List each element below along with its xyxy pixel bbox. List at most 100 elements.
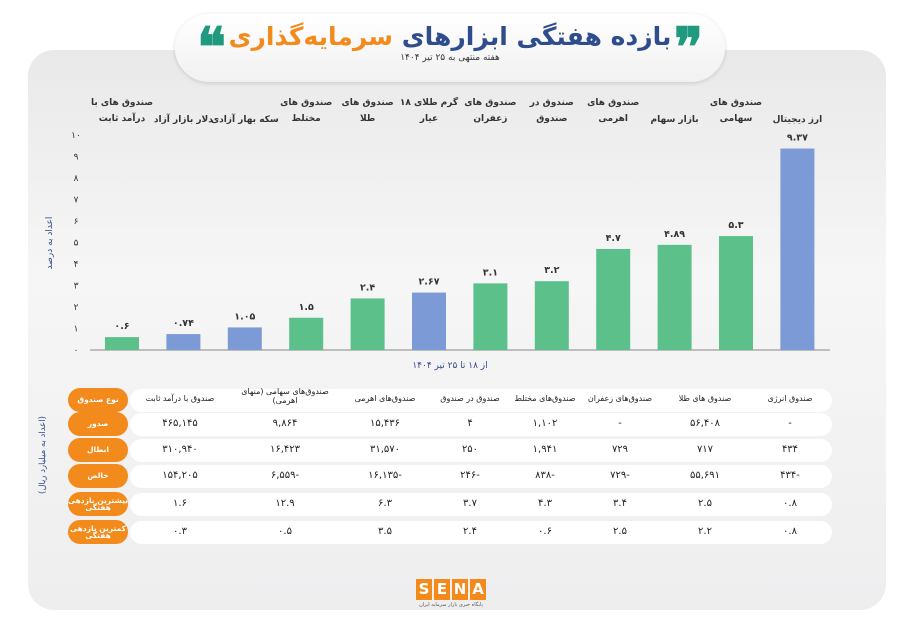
y-tick-label: ۱ (74, 325, 79, 335)
bar (350, 298, 385, 350)
table-cell: ۰.۳ (173, 526, 187, 537)
y-tick-label: ۹ (74, 153, 79, 163)
y-tick-label: ۳ (74, 282, 79, 292)
row-label-pill: صدور (68, 412, 128, 436)
row-label-pill: ابطال (68, 438, 128, 462)
column-header: صندوق انرژی (767, 394, 813, 403)
column-header: صندوق‌های اهرمی (354, 394, 416, 403)
table-cell: ۰.۶ (538, 526, 552, 537)
bar-value-label: ۰.۷۴ (173, 318, 194, 329)
logo-letter: A (470, 579, 486, 600)
bar (657, 244, 692, 350)
logo-letter: N (452, 579, 468, 600)
y-tick-label: ۵ (74, 239, 79, 249)
bar-value-label: ۵.۳ (728, 220, 743, 231)
column-header: صندوق‌های سهامی (منهای اهرمی) (241, 387, 329, 405)
y-tick-label: ۸ (74, 174, 79, 184)
category-label: دلار بازار آزاد (154, 113, 213, 125)
bar (412, 292, 446, 350)
table-cell: ۱.۶ (173, 498, 187, 509)
x-axis-label: از ۱۸ تا ۲۵ تیر ۱۴۰۴ (412, 361, 487, 371)
title-part1: بازده هفتگی ابزارهای (401, 22, 672, 51)
category-label: عیار (419, 114, 438, 124)
table-row-bg (130, 465, 832, 488)
subtitle: هفته منتهی به ۲۵ تیر ۱۴۰۴ (400, 53, 500, 63)
bar-value-label: ۱.۵ (299, 302, 314, 313)
y-tick-label: ۲ (74, 303, 79, 313)
category-label: مختلط (292, 114, 321, 124)
bar-value-label: ۱.۰۵ (234, 311, 255, 322)
bar-value-label: ۹.۳۷ (787, 133, 808, 144)
column-header: صندوق های طلا (678, 394, 732, 403)
table-cell: -۶,۵۵۹ (270, 470, 300, 481)
bar-value-label: ۴.۸۹ (664, 229, 685, 240)
y-tick-label: ۱۰ (71, 131, 81, 141)
table-cell: ۲.۵ (698, 498, 712, 509)
category-label: صندوق در (529, 98, 574, 108)
row-label-pill: نوع صندوق (68, 388, 128, 412)
table-cell: ۲۵۰ (461, 444, 479, 455)
category-label: ارز دیجیتال (773, 115, 823, 125)
table-cell: ۳۱۰,۹۴۰ (162, 444, 198, 455)
table-cell: ۱۲.۹ (275, 498, 295, 509)
table-cell: -۱۶,۱۳۵ (368, 470, 402, 481)
bar-value-label: ۳.۲ (544, 265, 559, 276)
table-cell: ۱,۱۰۲ (532, 418, 558, 429)
row-label-pill: خالص (68, 464, 128, 488)
table-cell: ۴ (467, 418, 473, 429)
table-cell: ۴۶۵,۱۴۵ (162, 418, 198, 429)
title-part2: سرمایه‌گذاری (228, 22, 394, 51)
bar (105, 337, 139, 350)
table-row-bg (130, 521, 832, 544)
table-cell: ۰.۸ (783, 498, 797, 509)
table-cell: ۵۵,۶۹۱ (689, 470, 721, 481)
category-label: درآمد ثابت (99, 112, 146, 124)
bar-value-label: ۰.۶ (114, 321, 129, 332)
table-cell: ۷۱۷ (696, 444, 714, 455)
table-cell: ۴.۳ (538, 498, 552, 509)
table-cell: ۳.۷ (463, 498, 477, 509)
table-row-bg (130, 389, 832, 412)
y-tick-label: ۶ (74, 217, 79, 227)
bar (227, 327, 262, 350)
bar (719, 236, 753, 350)
table-cell: ۱۶,۴۲۳ (269, 444, 301, 455)
category-label: اهرمی (598, 114, 628, 124)
bar-value-label: ۲.۶۷ (418, 277, 439, 288)
column-header: صندوق‌های زعفران (587, 394, 653, 403)
y-axis-label: اعداد به درصد (45, 217, 55, 270)
bar-value-label: ۲.۴ (360, 282, 375, 293)
table-row-bg (130, 439, 832, 462)
title-banner: ❞ ❝ بازده هفتگی ابزارهای سرمایه‌گذاری هف… (175, 14, 725, 82)
category-label: صندوق های (464, 98, 516, 108)
table-cell: ۲.۵ (613, 526, 627, 537)
category-label: زعفران (473, 114, 507, 124)
category-label: سکه بهار آزادی (211, 113, 279, 125)
bar (166, 334, 201, 350)
category-label: صندوق های (341, 98, 393, 108)
table-cell: ۱,۹۴۱ (532, 444, 558, 455)
table-unit-note: (اعداد به میلیارد ریال) (38, 416, 48, 494)
table-row-bg (130, 493, 832, 516)
table-cell: -۲۴۶ (460, 470, 480, 481)
logo-letter: S (416, 579, 432, 600)
bar-value-label: ۳.۱ (483, 267, 498, 278)
bar (289, 317, 324, 350)
bar (534, 281, 569, 350)
quote-close-icon: ❝ (197, 15, 227, 79)
bar (780, 148, 815, 350)
category-label: صندوق های (280, 98, 332, 108)
table-cell: ۶.۳ (378, 498, 392, 509)
category-label: صندوق های (587, 98, 639, 108)
table-cell: ۵۶,۴۰۸ (689, 418, 721, 429)
y-tick-label: ۴ (74, 260, 79, 270)
table-cell: -۸۳۸ (535, 470, 555, 481)
table-cell: ۰.۵ (278, 526, 292, 537)
table-cell: ۲.۴ (463, 526, 477, 537)
y-tick-label: ۰ (74, 346, 79, 356)
bar-chart: ۰ ۱ ۲ ۳ ۴ ۵ ۶ ۷ ۸ ۹ ۱۰ اعداد به درصد از ۱۸ تا ۲۵ تیر… (45, 96, 830, 371)
bar (473, 283, 508, 350)
table-cell: - (788, 418, 792, 429)
table-cell: ۹,۸۶۴ (272, 418, 298, 429)
